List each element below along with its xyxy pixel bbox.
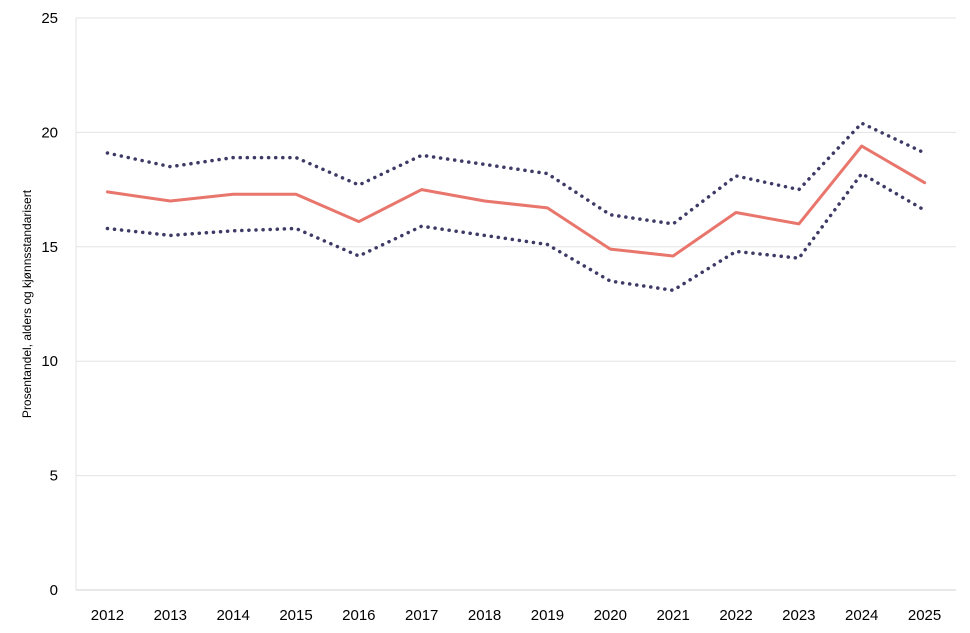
- y-tick-labels: 0 5 10 15 20 25: [41, 10, 58, 599]
- x-tick-label: 2015: [279, 607, 312, 624]
- series-line-upper-bound: [105, 121, 927, 226]
- x-tick-label: 2017: [405, 607, 438, 624]
- x-tick-label: 2022: [719, 607, 752, 624]
- x-tick-label: 2023: [782, 607, 815, 624]
- x-tick-label: 2024: [845, 607, 878, 624]
- x-tick-label: 2018: [468, 607, 501, 624]
- y-tick-label: 10: [41, 353, 58, 370]
- x-tick-label: 2016: [342, 607, 375, 624]
- x-tick-labels: 2012 2013 2014 2015 2016 2017 2018 2019 2020 2021…: [91, 607, 942, 624]
- series-line-lower-bound: [105, 171, 927, 293]
- x-tick-label: 2014: [216, 607, 249, 624]
- y-tick-label: 20: [41, 124, 58, 141]
- x-tick-label: 2025: [908, 607, 941, 624]
- series-lines: [105, 121, 927, 293]
- y-tick-label: 25: [41, 10, 58, 27]
- x-tick-label: 2012: [91, 607, 124, 624]
- gridlines: [75, 17, 956, 591]
- x-tick-label: 2013: [154, 607, 187, 624]
- x-tick-label: 2019: [531, 607, 564, 624]
- y-tick-label: 15: [41, 239, 58, 256]
- y-tick-label: 0: [50, 582, 58, 599]
- x-tick-label: 2020: [594, 607, 627, 624]
- x-tick-label: 2021: [656, 607, 689, 624]
- y-tick-label: 5: [50, 468, 58, 485]
- y-axis-title: Prosentandel, alders og kjønnsstandarise…: [20, 189, 34, 418]
- series-line-estimate: [105, 144, 927, 258]
